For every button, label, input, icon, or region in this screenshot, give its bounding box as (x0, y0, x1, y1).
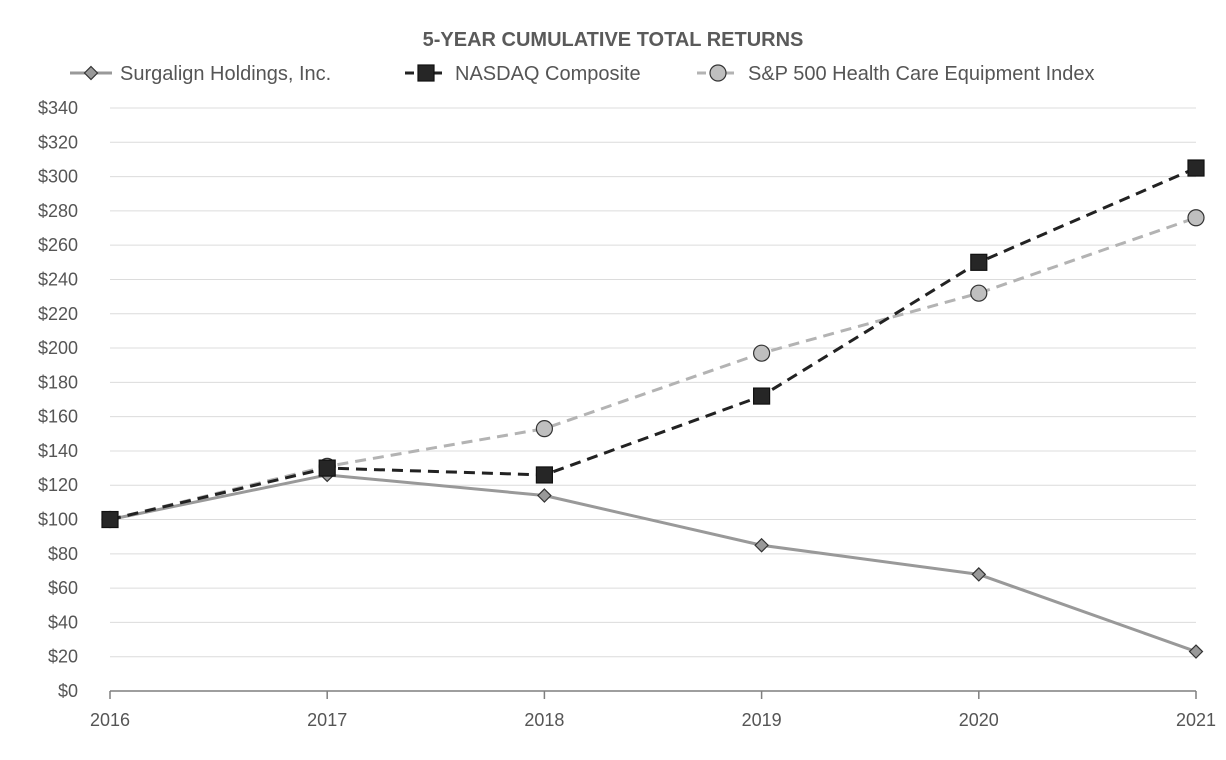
legend-marker (83, 65, 99, 81)
y-axis: $0 $20 $40 $60 $80 $100 $120 $140 $160 $180 $200 $2… (38, 98, 78, 701)
x-tick-label: 2018 (524, 710, 564, 730)
y-tick-label: $120 (38, 475, 78, 495)
legend: Surgalign Holdings, Inc. NASDAQ Composite… (70, 63, 1095, 85)
series-0-point-2019 (754, 537, 769, 553)
y-tick-label: $200 (38, 338, 78, 358)
y-tick-label: $240 (38, 269, 78, 289)
x-axis: 2016 2017 2018 2019 2020 2021 (90, 690, 1216, 730)
series-1-point-2016 (101, 510, 119, 529)
x-tick-label: 2016 (90, 710, 130, 730)
chart-title: 5-YEAR CUMULATIVE TOTAL RETURNS (423, 29, 804, 51)
legend-marker (417, 64, 435, 82)
legend-label: S&P 500 Health Care Equipment Index (748, 63, 1095, 85)
series-2-point-2018 (535, 420, 554, 438)
y-tick-label: $20 (48, 647, 78, 667)
y-tick-label: $220 (38, 304, 78, 324)
x-tick-label: 2017 (307, 710, 347, 730)
y-tick-label: $300 (38, 167, 78, 187)
y-tick-label: $100 (38, 510, 78, 530)
x-tick-label: 2020 (959, 710, 999, 730)
series-2-point-2021 (1187, 209, 1205, 227)
legend-item-1: NASDAQ Composite (405, 63, 641, 85)
series-2-point-2020 (970, 284, 988, 302)
series-0-point-2021 (1188, 644, 1204, 659)
y-tick-label: $180 (38, 372, 78, 392)
legend-marker (709, 64, 727, 82)
series-line-2 (109, 216, 1197, 521)
y-tick-label: $260 (38, 235, 78, 255)
legend-item-2: S&P 500 Health Care Equipment Index (697, 63, 1095, 85)
gridlines (110, 107, 1196, 658)
series-1-point-2021 (1187, 159, 1205, 177)
series-0-point-2018 (537, 488, 552, 503)
y-tick-label: $60 (48, 578, 78, 598)
y-tick-label: $0 (58, 681, 78, 701)
series-1-point-2018 (535, 466, 554, 484)
series-line-1 (109, 166, 1197, 521)
series-1-point-2020 (970, 253, 988, 271)
legend-label: NASDAQ Composite (455, 63, 641, 85)
series-1-point-2019 (752, 387, 771, 405)
series-line-0 (109, 473, 1197, 653)
series-markers (101, 159, 1205, 659)
y-tick-label: $160 (38, 407, 78, 427)
x-tick-label: 2021 (1176, 710, 1216, 730)
y-tick-label: $320 (38, 132, 78, 152)
legend-item-0: Surgalign Holdings, Inc. (70, 63, 331, 85)
series-2-point-2019 (752, 344, 771, 362)
y-tick-label: $80 (48, 544, 78, 564)
series-1-point-2017 (318, 459, 336, 477)
x-tick-label: 2019 (742, 710, 782, 730)
y-tick-label: $280 (38, 201, 78, 221)
y-tick-label: $340 (38, 98, 78, 118)
series-lines (109, 166, 1197, 653)
legend-label: Surgalign Holdings, Inc. (120, 63, 331, 85)
series-0-point-2020 (971, 567, 987, 582)
y-tick-label: $40 (48, 612, 78, 632)
y-tick-label: $140 (38, 441, 78, 461)
